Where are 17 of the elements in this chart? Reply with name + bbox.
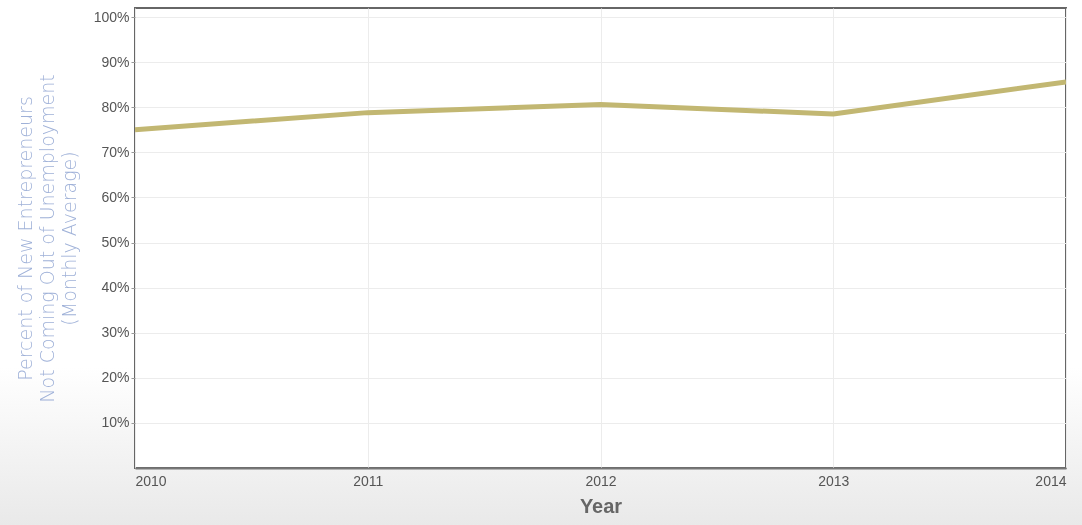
y-tick-label: 80% xyxy=(101,98,130,115)
x-tick-label: 2010 xyxy=(135,472,167,489)
y-tick-label: 30% xyxy=(101,324,130,341)
y-tick-label: 70% xyxy=(101,143,130,160)
y-tick-label: 40% xyxy=(101,279,130,296)
y-tick-label: 60% xyxy=(101,188,130,205)
x-tick-label: 2011 xyxy=(353,472,384,489)
y-tick-label: 90% xyxy=(101,53,130,70)
y-tick-label: 10% xyxy=(101,414,130,431)
y-tick-label: 100% xyxy=(93,8,130,25)
y-tick-label: 20% xyxy=(101,369,130,386)
y-axis-title: Percent of New Entrepreneurs Not Coming Out of Unemployment (Monthly Average) xyxy=(13,74,80,403)
x-tick-label: 2014 xyxy=(1035,472,1067,489)
x-tick-label: 2012 xyxy=(585,472,617,489)
x-tick-label: 2013 xyxy=(818,472,850,489)
x-axis-title: Year xyxy=(579,494,623,517)
y-tick-label: 50% xyxy=(101,234,130,251)
